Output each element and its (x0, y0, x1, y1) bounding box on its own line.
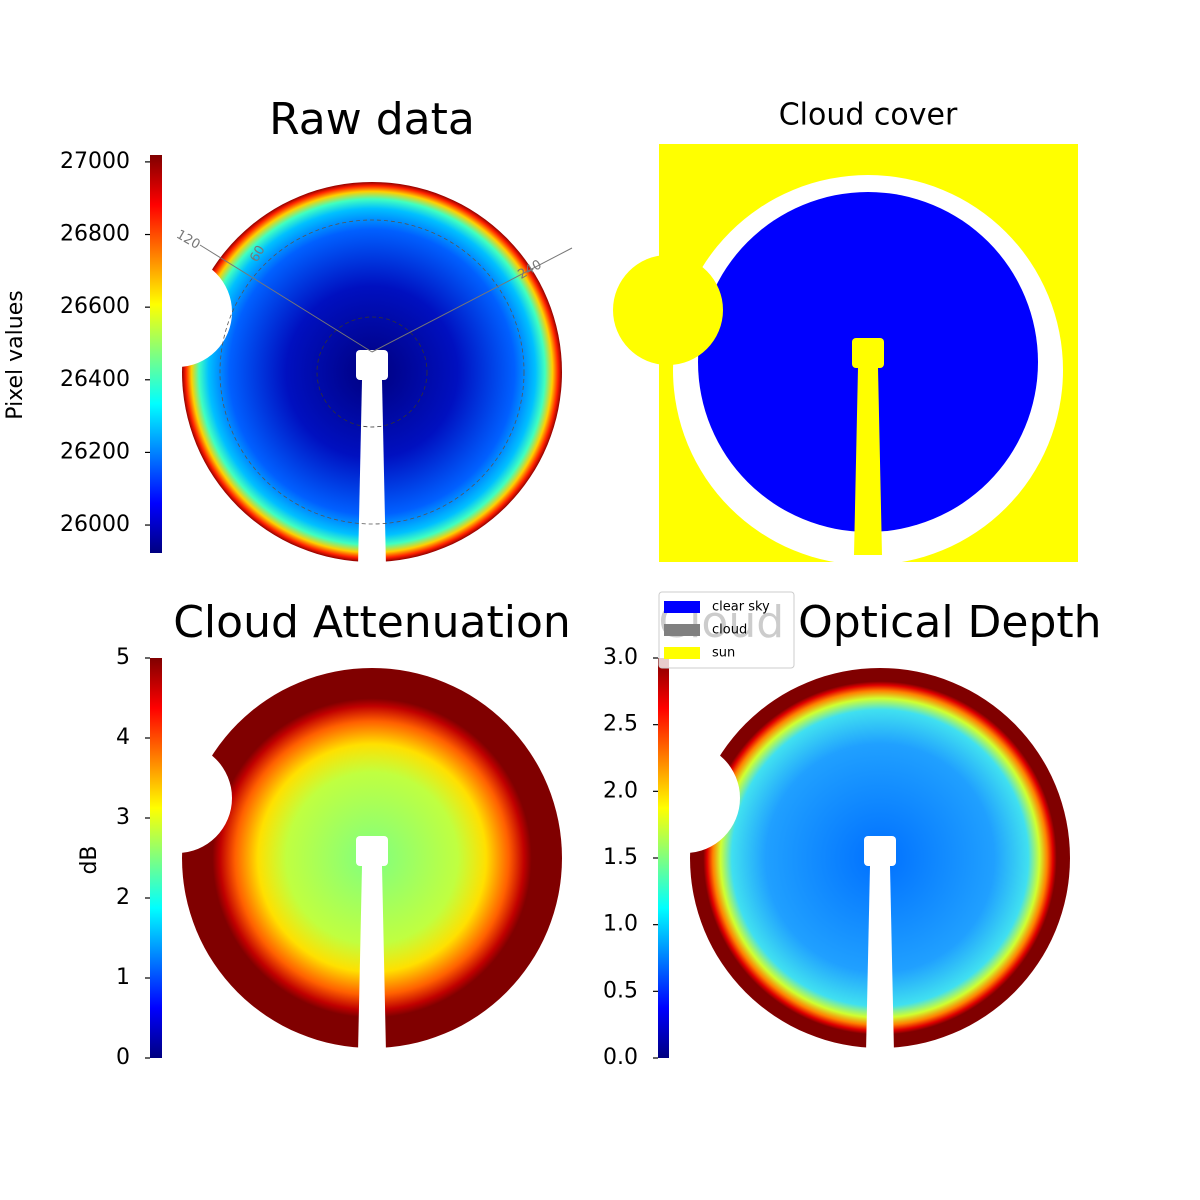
colorbar-tick-label: 1 (116, 965, 130, 990)
sky-image (122, 182, 573, 567)
polar-grid (219, 219, 525, 525)
sky-image (630, 668, 1070, 1053)
colorbar-tick-label: 2.0 (603, 778, 638, 803)
mask-image (613, 144, 1078, 565)
mast (358, 380, 386, 567)
colorbar-tick-label: 27000 (60, 149, 130, 174)
panel-title: Cloud Attenuation (173, 597, 571, 648)
horizon-notch (613, 255, 723, 365)
panel-title: Cloud cover (779, 98, 958, 133)
colorbar-tick-label: 4 (116, 725, 130, 750)
colorbar-tick-label: 1.5 (603, 845, 638, 870)
horizon-notch (122, 257, 232, 367)
colorbar-tick-label: 5 (116, 645, 130, 670)
colorbar-tick-label: 26400 (60, 367, 130, 392)
mast-head (864, 836, 896, 866)
mast-head (852, 338, 884, 368)
polar-ray (199, 244, 373, 353)
polar-label: 120 (173, 227, 202, 252)
colorbar-tick-label: 26000 (60, 512, 130, 537)
colorbar-tick-label: 3 (116, 805, 130, 830)
horizon-notch (122, 743, 232, 853)
colorbar-tick-label: 26600 (60, 294, 130, 319)
colorbar-label: dB (77, 845, 102, 874)
colorbar-tick-label: 0.0 (603, 1045, 638, 1070)
panel-title: Raw data (269, 94, 475, 145)
polar-ray (371, 247, 573, 353)
colorbar-tick-label: 0 (116, 1045, 130, 1070)
colorbar-label: Pixel values (3, 290, 28, 419)
colorbar-tick-label: 2 (116, 885, 130, 910)
legend-label: clear sky (712, 600, 770, 615)
legend-label: cloud (712, 623, 747, 638)
mast (358, 866, 386, 1053)
colorbar-tick-label: 26200 (60, 439, 130, 464)
legend-label: sun (712, 646, 735, 661)
legend-swatch (664, 647, 700, 659)
legend-swatch (664, 624, 700, 636)
horizon-notch (630, 743, 740, 853)
mast (866, 866, 894, 1053)
polar-grid (316, 316, 428, 428)
colorbar (150, 658, 162, 1058)
polar-label: 60 (247, 243, 268, 265)
colorbar-tick-label: 1.0 (603, 912, 638, 937)
mast-head (356, 836, 388, 866)
colorbar-tick-label: 0.5 (603, 978, 638, 1003)
colorbar-tick-label: 3.0 (603, 645, 638, 670)
colorbar (150, 155, 162, 553)
colorbar-tick-label: 2.5 (603, 712, 638, 737)
sky-image (122, 668, 562, 1053)
mast (854, 368, 882, 555)
mast-head (356, 350, 388, 380)
legend-swatch (664, 601, 700, 613)
colorbar-tick-label: 26800 (60, 222, 130, 247)
colorbar (658, 658, 669, 1058)
